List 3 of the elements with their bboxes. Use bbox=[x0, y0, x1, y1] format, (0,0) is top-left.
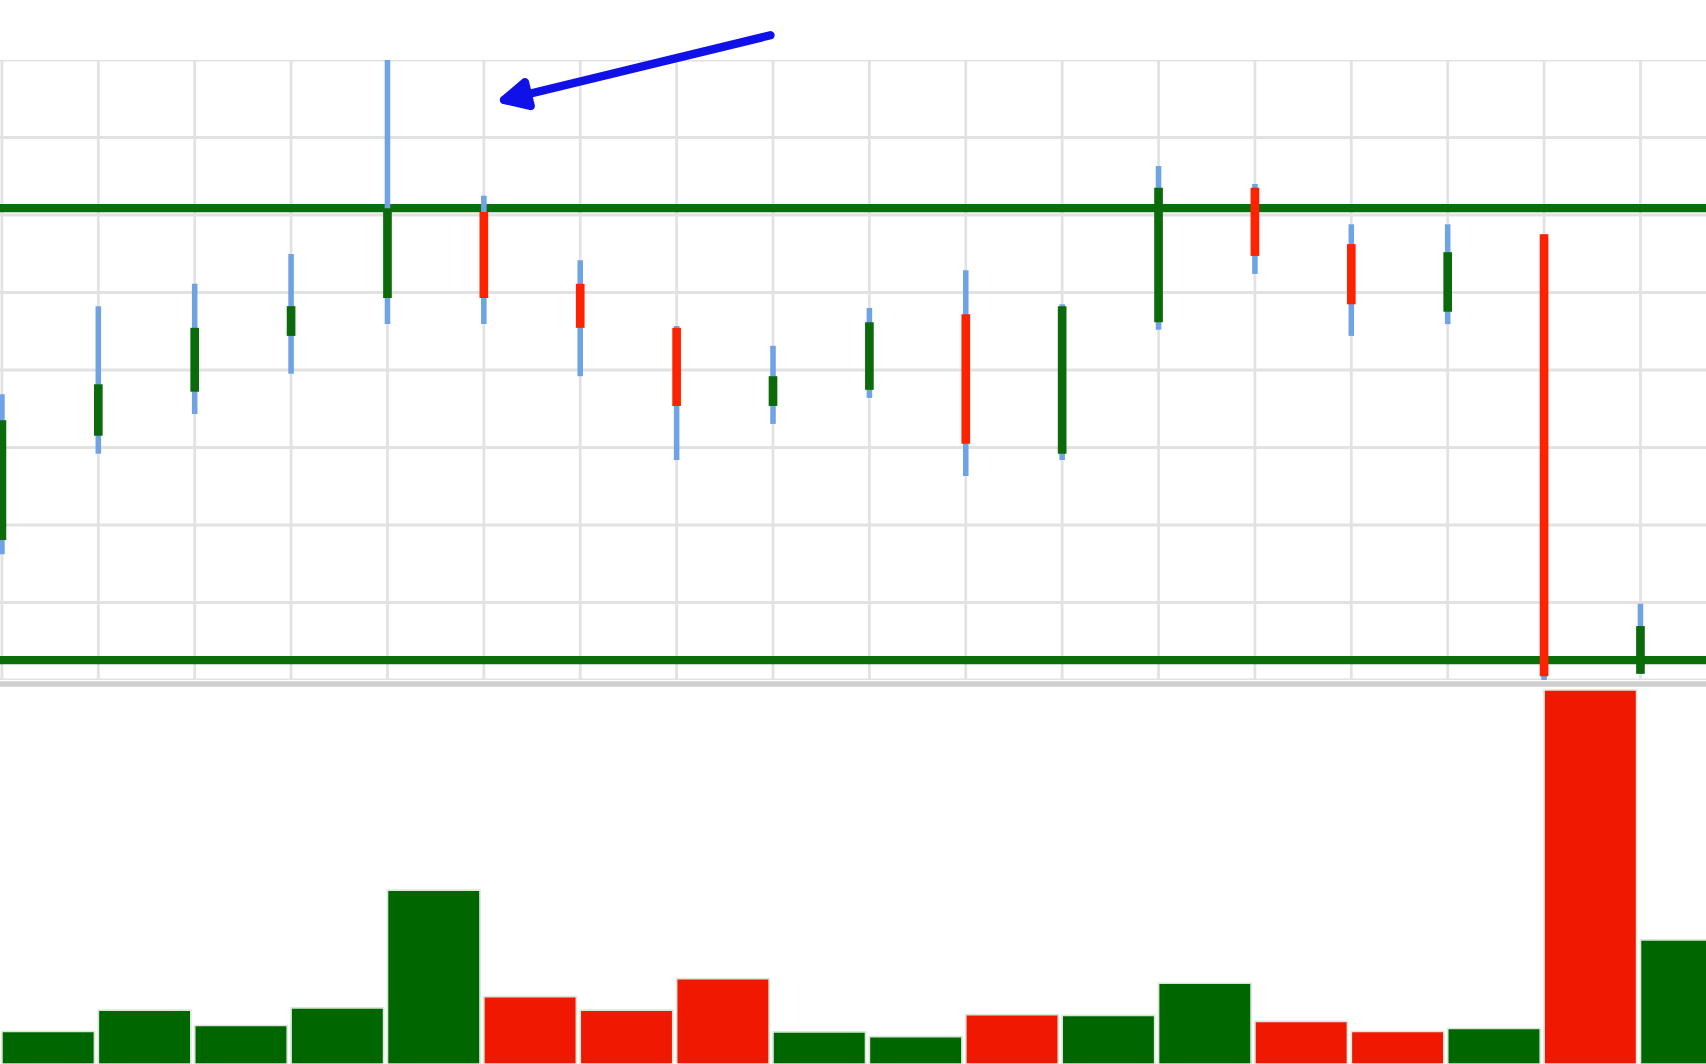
candlestick bbox=[286, 251, 296, 377]
candlestick bbox=[575, 257, 585, 379]
candlestick bbox=[768, 343, 778, 427]
